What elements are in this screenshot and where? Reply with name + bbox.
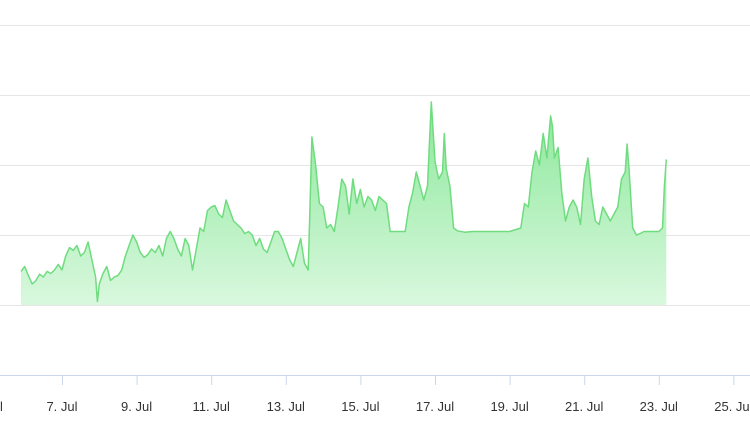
x-tick-label-3: 11. Jul bbox=[193, 399, 230, 414]
series-area bbox=[20, 101, 668, 305]
x-tick-label-10: 25. Jul bbox=[714, 399, 750, 414]
x-tick-label-4: 13. Jul bbox=[267, 399, 305, 414]
x-tick-label-1: 7. Jul bbox=[46, 399, 77, 414]
x-tick-label-2: 9. Jul bbox=[121, 399, 152, 414]
x-tick-label-9: 23. Jul bbox=[640, 399, 678, 414]
x-tick-label-0: 5. Jul bbox=[0, 399, 3, 414]
x-tick-label-8: 21. Jul bbox=[565, 399, 603, 414]
series-0-line bbox=[20, 101, 668, 303]
x-tick-label-7: 19. Jul bbox=[490, 399, 528, 414]
x-tick-label-6: 17. Jul bbox=[416, 399, 454, 414]
x-tick-label-5: 15. Jul bbox=[341, 399, 379, 414]
x-axis: 5. Jul 7. Jul 9. Jul 11. Jul 13. Jul 15. Jul 1… bbox=[0, 375, 750, 414]
